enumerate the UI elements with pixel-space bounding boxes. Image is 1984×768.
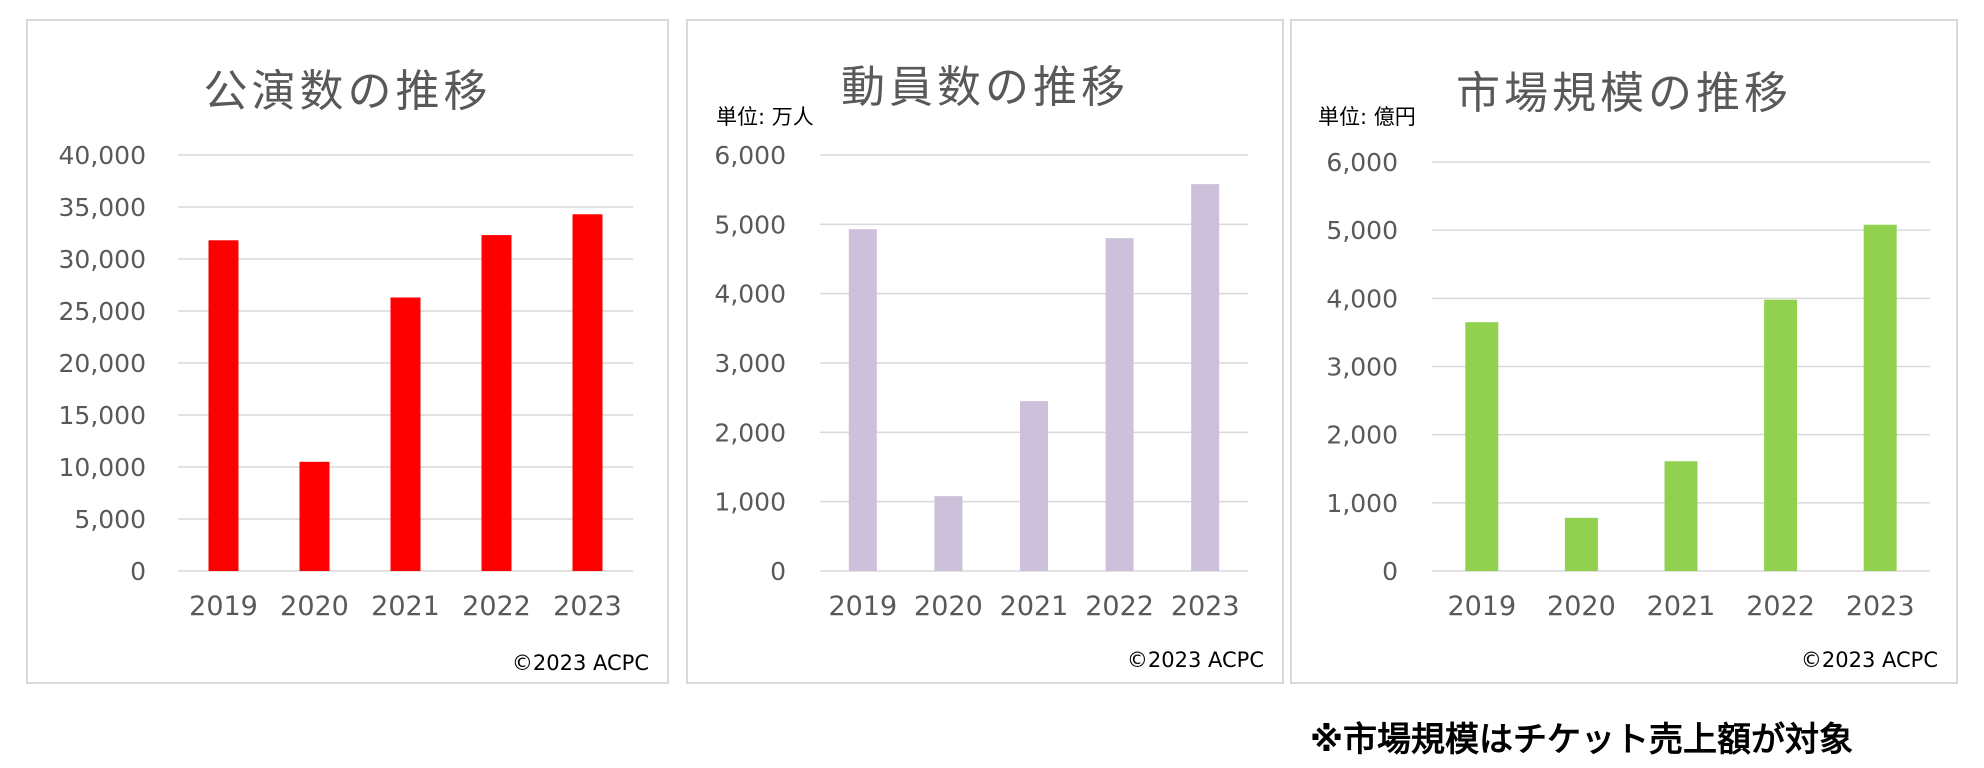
y-tick-label: 30,000 [59, 245, 146, 274]
y-tick-label: 0 [770, 557, 786, 586]
bar-2019 [208, 240, 239, 571]
unit-label: 単位: 億円 [1318, 105, 1416, 129]
x-tick-label: 2020 [914, 591, 983, 622]
chart-panel-market-size: 市場規模の推移 単位: 億円 0 1,000 2,000 3,000 4,000 5,00… [1290, 19, 1958, 684]
bar-2023 [1191, 184, 1220, 571]
chart-panel-performances: 公演数の推移 0 5,000 10,000 15,000 20,000 25,000 30,… [26, 19, 669, 684]
chart-title: 動員数の推移 [841, 62, 1129, 113]
x-tick-label: 2022 [1085, 591, 1154, 622]
y-tick-label: 1,000 [714, 488, 786, 517]
y-tick-label: 40,000 [59, 141, 146, 170]
chart-panel-attendance: 動員数の推移 単位: 万人 0 1,000 2,000 3,000 4,000 5,000… [686, 19, 1284, 684]
bar-2020 [299, 461, 330, 571]
y-tick-label: 20,000 [59, 349, 146, 378]
x-tick-label: 2023 [1171, 591, 1240, 622]
bar-2022 [1764, 299, 1798, 571]
chart-title: 公演数の推移 [203, 66, 492, 117]
x-tick-label: 2019 [189, 591, 258, 622]
y-tick-label: 3,000 [1326, 353, 1398, 382]
bar-chart-attendance: 0 1,000 2,000 3,000 4,000 5,000 6,000 2019 2020 2… [714, 141, 1248, 622]
x-tick-label: 2019 [828, 591, 897, 622]
y-tick-label: 5,000 [74, 505, 146, 534]
x-tick-label: 2022 [1746, 591, 1815, 622]
y-tick-label: 35,000 [59, 193, 146, 222]
x-tick-label: 2019 [1447, 591, 1516, 622]
y-tick-label: 6,000 [1326, 148, 1398, 177]
bar-2020 [1564, 517, 1598, 571]
bar-2023 [572, 214, 603, 571]
x-tick-label: 2021 [1000, 591, 1069, 622]
footnote: ※市場規模はチケット売上額が対象 [1310, 720, 1854, 760]
y-tick-label: 4,000 [1326, 284, 1398, 313]
bar-2021 [1664, 461, 1698, 571]
y-tick-label: 5,000 [714, 210, 786, 239]
bar-2019 [1465, 322, 1499, 571]
y-tick-label: 15,000 [59, 401, 146, 430]
y-tick-label: 5,000 [1326, 216, 1398, 245]
copyright-label: ©2023 ACPC [511, 651, 649, 675]
y-tick-label: 1,000 [1326, 489, 1398, 518]
bar-2021 [1020, 401, 1048, 571]
bar-2020 [934, 496, 963, 571]
bar-chart-market-size: 0 1,000 2,000 3,000 4,000 5,000 6,000 2019 2020 2… [1326, 148, 1930, 622]
bar-2021 [390, 297, 421, 571]
x-tick-label: 2023 [1846, 591, 1915, 622]
y-tick-label: 0 [130, 557, 146, 586]
y-tick-label: 25,000 [59, 297, 146, 326]
bar-chart-performances: 0 5,000 10,000 15,000 20,000 25,000 30,000 35,0… [59, 141, 633, 622]
y-tick-label: 10,000 [59, 453, 146, 482]
y-tick-label: 6,000 [714, 141, 786, 170]
bar-2022 [1105, 238, 1134, 571]
y-tick-label: 4,000 [714, 280, 786, 309]
y-tick-label: 2,000 [1326, 421, 1398, 450]
x-tick-label: 2021 [371, 591, 440, 622]
y-tick-label: 0 [1382, 557, 1398, 586]
x-tick-label: 2020 [280, 591, 349, 622]
unit-label: 単位: 万人 [716, 105, 814, 129]
bar-2023 [1863, 224, 1897, 572]
y-tick-label: 2,000 [714, 418, 786, 447]
x-tick-label: 2023 [553, 591, 622, 622]
copyright-label: ©2023 ACPC [1800, 648, 1938, 672]
x-tick-label: 2021 [1647, 591, 1716, 622]
x-tick-label: 2022 [462, 591, 531, 622]
x-tick-label: 2020 [1547, 591, 1616, 622]
bar-2019 [848, 229, 877, 572]
y-tick-label: 3,000 [714, 349, 786, 378]
bar-2022 [481, 235, 512, 571]
chart-title: 市場規模の推移 [1456, 68, 1792, 119]
copyright-label: ©2023 ACPC [1126, 648, 1264, 672]
